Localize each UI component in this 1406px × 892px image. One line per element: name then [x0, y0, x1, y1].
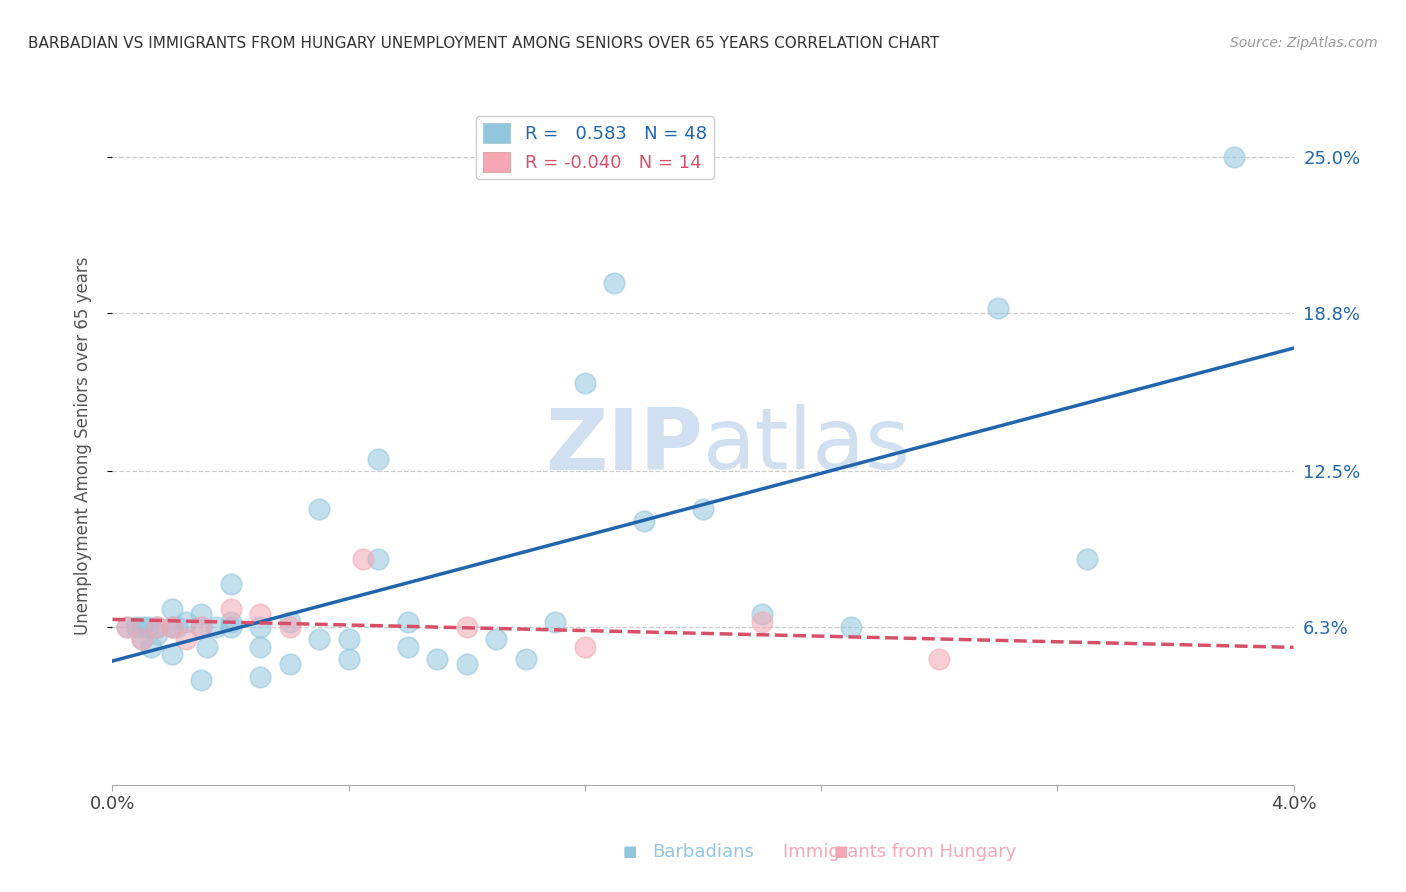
Point: [1223, 150, 1246, 164]
Point: [219, 577, 242, 591]
Point: [160, 620, 183, 634]
Point: [219, 620, 242, 634]
Point: [396, 640, 419, 654]
Point: [485, 632, 508, 647]
Point: [249, 620, 271, 634]
Point: [278, 615, 301, 629]
Point: [136, 620, 159, 634]
Point: [352, 552, 374, 566]
Point: [751, 607, 773, 622]
Point: [190, 620, 212, 634]
Point: [190, 673, 212, 687]
Y-axis label: Unemployment Among Seniors over 65 years: Unemployment Among Seniors over 65 years: [73, 257, 91, 635]
Point: [160, 648, 183, 662]
Text: BARBADIAN VS IMMIGRANTS FROM HUNGARY UNEMPLOYMENT AMONG SENIORS OVER 65 YEARS CO: BARBADIAN VS IMMIGRANTS FROM HUNGARY UNE…: [28, 36, 939, 51]
Point: [367, 552, 389, 566]
Point: [603, 276, 626, 290]
Point: [195, 640, 218, 654]
Point: [574, 640, 596, 654]
Legend: R =   0.583   N = 48, R = -0.040   N = 14: R = 0.583 N = 48, R = -0.040 N = 14: [475, 116, 714, 179]
Point: [117, 620, 138, 634]
Point: [131, 632, 153, 647]
Point: [633, 514, 655, 528]
Point: [544, 615, 567, 629]
Point: [131, 632, 153, 647]
Point: [1076, 552, 1098, 566]
Point: [146, 627, 169, 641]
Point: [574, 376, 596, 391]
Point: [146, 620, 169, 634]
Text: Source: ZipAtlas.com: Source: ZipAtlas.com: [1230, 36, 1378, 50]
Text: ■: ■: [623, 845, 637, 859]
Point: [839, 620, 862, 634]
Point: [166, 620, 188, 634]
Point: [515, 652, 537, 666]
Point: [278, 657, 301, 672]
Point: [249, 640, 271, 654]
Point: [396, 615, 419, 629]
Point: [131, 620, 153, 634]
Text: Barbadians: Barbadians: [652, 843, 754, 861]
Point: [190, 607, 212, 622]
Point: [928, 652, 950, 666]
Point: [117, 620, 138, 634]
Point: [278, 620, 301, 634]
Point: [174, 632, 197, 647]
Point: [219, 615, 242, 629]
Text: Immigrants from Hungary: Immigrants from Hungary: [783, 843, 1017, 861]
Point: [456, 657, 478, 672]
Point: [751, 615, 773, 629]
Point: [692, 501, 714, 516]
Point: [125, 620, 148, 634]
Point: [367, 451, 389, 466]
Point: [249, 607, 271, 622]
Point: [426, 652, 449, 666]
Point: [456, 620, 478, 634]
Point: [174, 615, 197, 629]
Point: [337, 652, 360, 666]
Point: [190, 620, 212, 634]
Text: atlas: atlas: [703, 404, 911, 488]
Text: ZIP: ZIP: [546, 404, 703, 488]
Point: [146, 620, 169, 634]
Point: [249, 670, 271, 684]
Text: ■: ■: [834, 845, 848, 859]
Point: [205, 620, 228, 634]
Point: [987, 301, 1010, 315]
Point: [337, 632, 360, 647]
Point: [308, 501, 330, 516]
Point: [160, 602, 183, 616]
Point: [139, 640, 162, 654]
Point: [308, 632, 330, 647]
Point: [160, 620, 183, 634]
Point: [219, 602, 242, 616]
